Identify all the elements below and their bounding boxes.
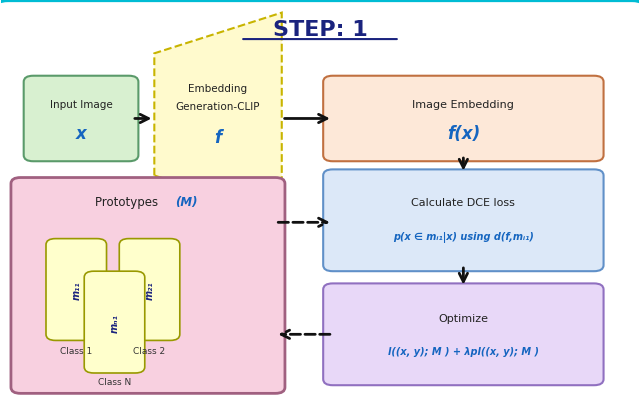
FancyBboxPatch shape (46, 239, 106, 341)
Text: Input Image: Input Image (50, 100, 113, 110)
Text: STEP: 1: STEP: 1 (273, 20, 367, 40)
Text: Generation-CLIP: Generation-CLIP (176, 102, 260, 112)
Text: Class 2: Class 2 (134, 346, 166, 355)
Text: l((x, y); M ) + λpl((x, y); M ): l((x, y); M ) + λpl((x, y); M ) (388, 346, 539, 356)
Text: mₙ₁: mₙ₁ (109, 313, 120, 332)
Text: f: f (214, 128, 221, 146)
Text: Calculate DCE loss: Calculate DCE loss (412, 198, 515, 207)
Text: x: x (76, 124, 86, 142)
FancyBboxPatch shape (323, 76, 604, 162)
Text: f(x): f(x) (447, 124, 480, 142)
Polygon shape (154, 13, 282, 217)
Text: Optimize: Optimize (438, 313, 488, 323)
Text: Prototypes: Prototypes (95, 196, 163, 209)
Text: (M): (M) (175, 196, 197, 209)
FancyBboxPatch shape (119, 239, 180, 341)
FancyBboxPatch shape (24, 76, 138, 162)
Text: m₁₁: m₁₁ (71, 281, 81, 299)
Text: p(x ∈ mᵢ₁|x) using d(f,mᵢ₁): p(x ∈ mᵢ₁|x) using d(f,mᵢ₁) (393, 231, 534, 243)
Text: m₂₁: m₂₁ (145, 281, 154, 299)
Text: Embedding: Embedding (189, 84, 248, 94)
FancyBboxPatch shape (323, 284, 604, 385)
FancyBboxPatch shape (84, 272, 145, 373)
Text: Class N: Class N (98, 378, 131, 387)
Text: Image Embedding: Image Embedding (412, 100, 515, 110)
FancyBboxPatch shape (11, 178, 285, 393)
FancyBboxPatch shape (323, 170, 604, 272)
Text: Class 1: Class 1 (60, 346, 92, 355)
